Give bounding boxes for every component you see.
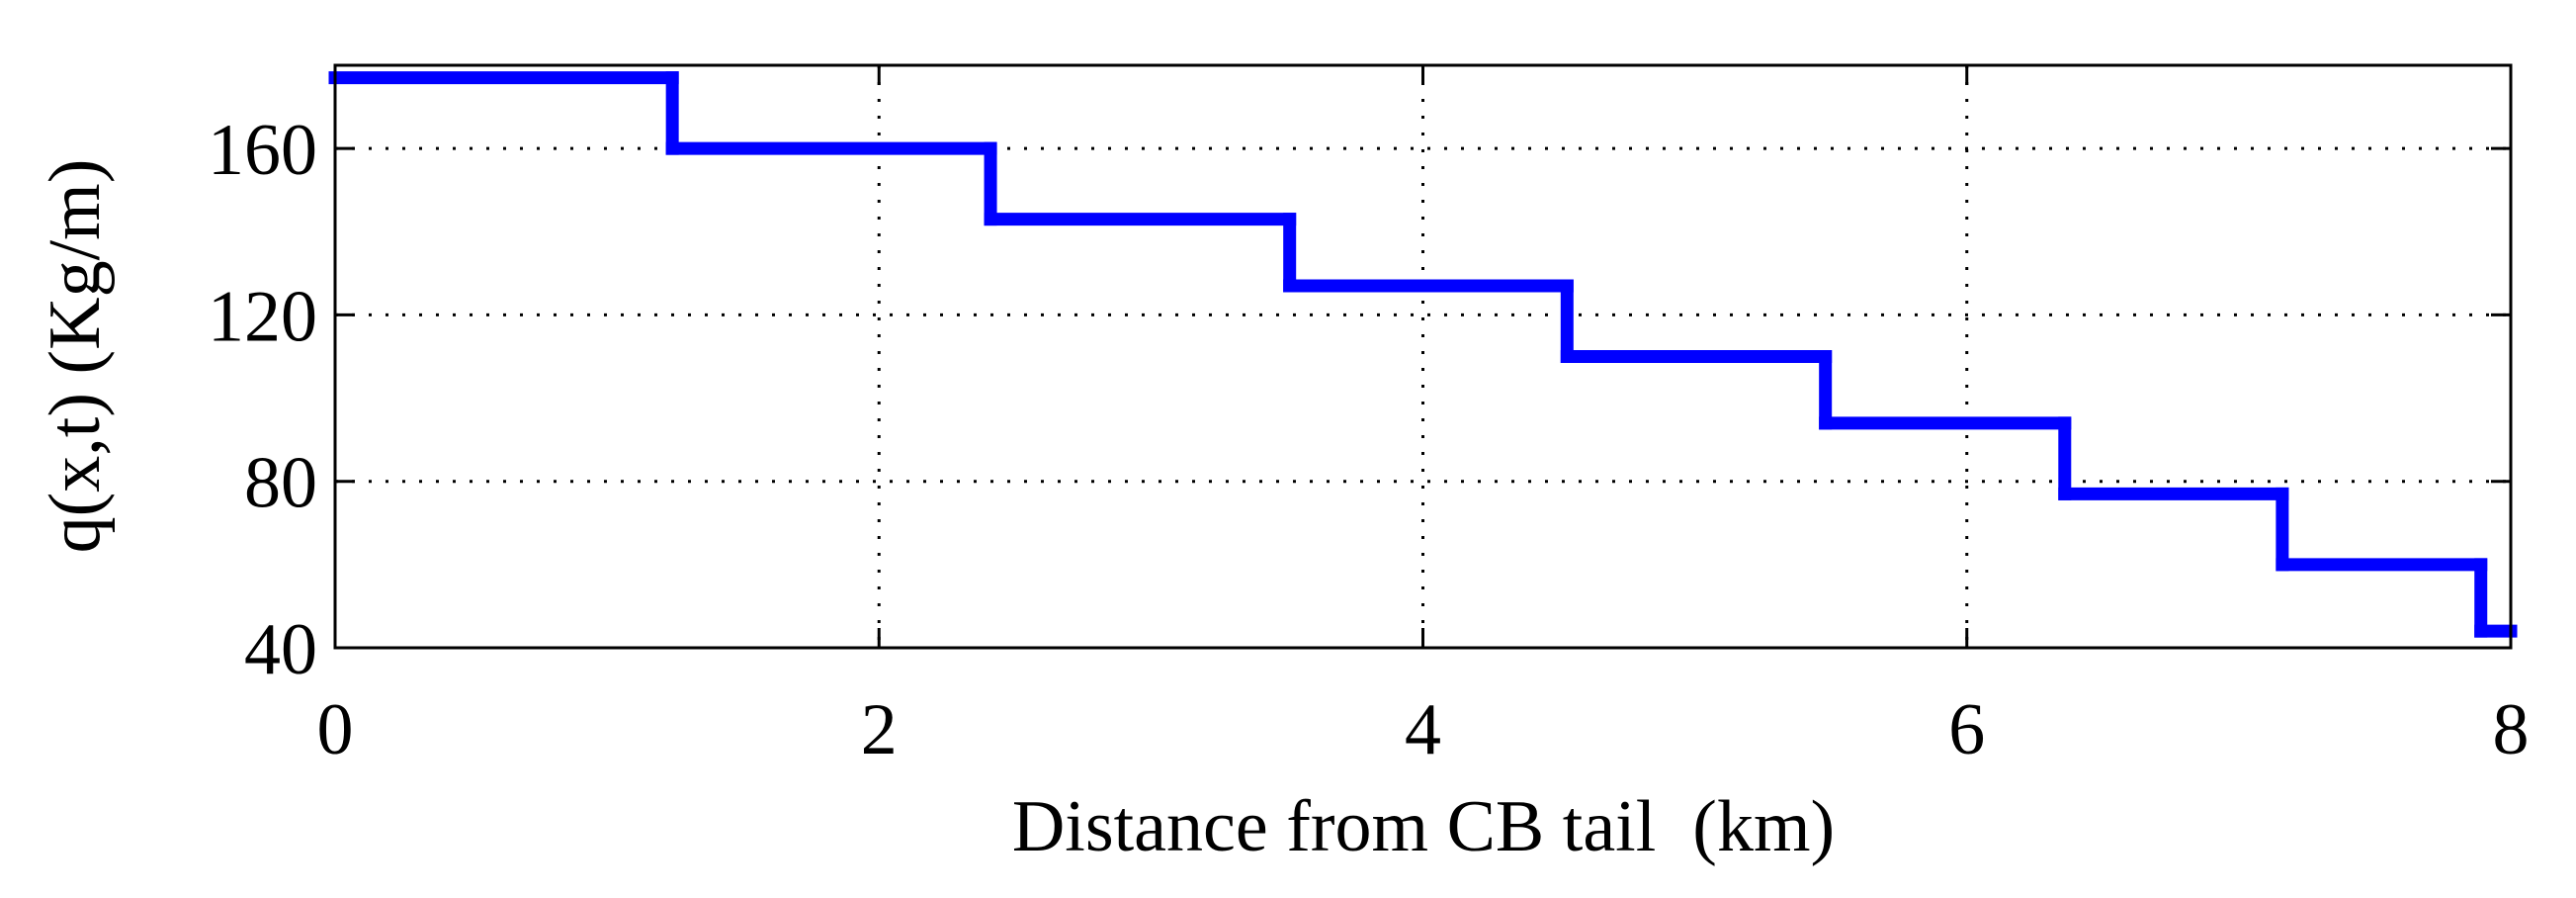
plot-frame [333,63,2513,650]
y-tick-label: 160 [208,110,317,191]
x-tick-label: 8 [2493,689,2530,770]
y-tick-label: 120 [208,276,317,357]
x-tick-label: 0 [317,689,354,770]
x-tick-label: 4 [1405,689,1441,770]
x-tick-label: 2 [861,689,898,770]
x-tick-label: 6 [1948,689,1985,770]
y-axis-label: q(x,t) (Kg/m) [35,159,116,554]
x-axis-label: Distance from CB tail (km) [1012,786,1835,867]
y-tick-label: 40 [244,609,317,690]
y-tick-label: 80 [244,443,317,524]
